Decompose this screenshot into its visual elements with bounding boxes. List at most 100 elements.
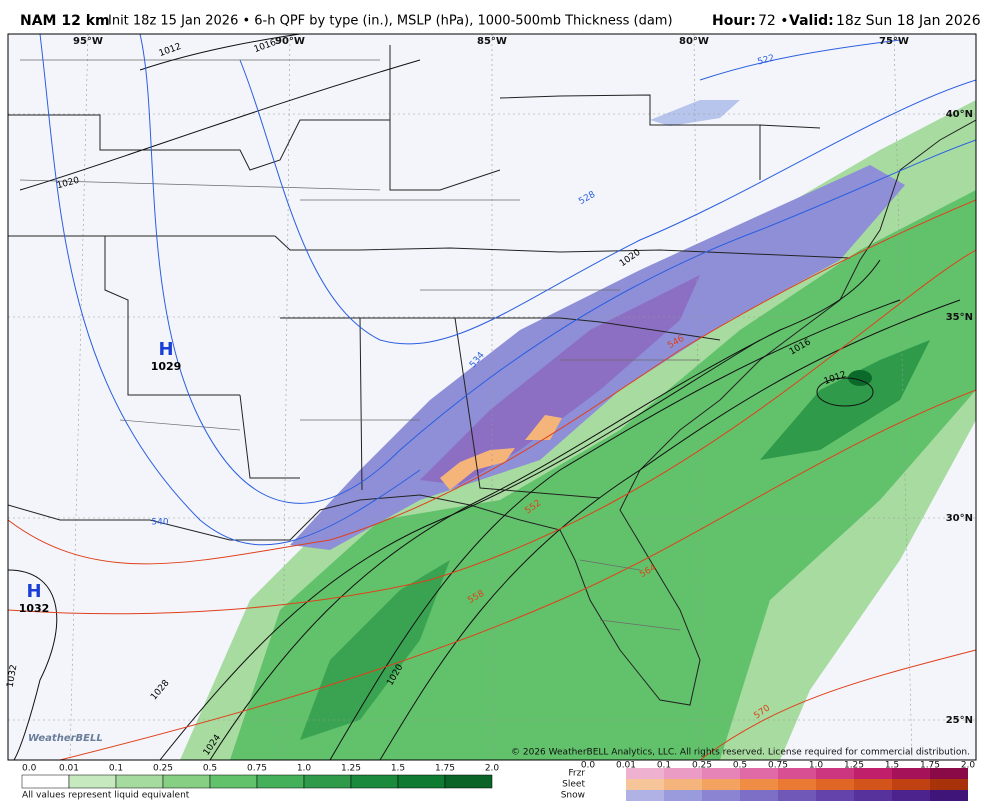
type-color-bin: [664, 790, 702, 801]
precip-heavy: [300, 560, 450, 740]
latitude-label: 40°N: [946, 109, 973, 120]
latitude-label: 30°N: [946, 513, 973, 524]
type-color-bin: [740, 768, 778, 779]
longitude-label: 75°W: [879, 36, 909, 47]
type-scale-label: 1.0: [809, 761, 824, 771]
model-name: NAM 12 km: [20, 13, 110, 29]
thickness-line: [8, 199, 976, 565]
type-color-bin: [664, 779, 702, 790]
type-color-bin: [626, 779, 664, 790]
thickness-line: [699, 649, 976, 760]
type-scale-label: 1.25: [844, 761, 864, 771]
thickness-line: [59, 389, 976, 760]
high-symbol: H: [158, 339, 173, 360]
rain-color-bin: [68, 774, 117, 789]
rain-color-bin: [115, 774, 164, 789]
grid-line: [69, 34, 89, 760]
precip-type-label: Frzr: [568, 769, 585, 779]
snow-light: [650, 100, 740, 126]
legend-note: All values represent liquid equivalent: [22, 791, 190, 801]
type-color-bin: [930, 790, 968, 801]
high-symbol: H: [26, 581, 41, 602]
type-color-bin: [778, 768, 816, 779]
rain-scale-label: 1.25: [341, 764, 361, 774]
longitude-label: 85°W: [477, 36, 507, 47]
watermark: WeatherBELL: [28, 733, 103, 744]
hour-value: 72 •: [758, 13, 789, 29]
rain-color-bin: [162, 774, 211, 789]
type-color-bin: [892, 790, 930, 801]
type-color-bin: [626, 790, 664, 801]
rain-color-bin: [350, 774, 399, 789]
thickness-line: [8, 249, 976, 615]
rain-scale-label: 1.5: [391, 764, 405, 774]
type-color-bin: [930, 779, 968, 790]
hour-label: Hour:: [712, 13, 756, 29]
legend: 0.0 0.01 0.1 0.25 0.5 0.75 1.0 1.25 1.5 1.75 2.0 Al…: [21, 761, 975, 801]
type-color-bin: [930, 768, 968, 779]
type-scale-label: 0.5: [733, 761, 747, 771]
rain-color-bin: [256, 774, 305, 789]
longitude-label: 90°W: [275, 36, 305, 47]
type-color-bin: [702, 790, 740, 801]
thickness-line: [39, 34, 421, 546]
thickness-line: [139, 34, 976, 504]
valid-value: 18z Sun 18 Jan 2026: [836, 13, 981, 29]
rain-scale-label: 1.75: [435, 764, 455, 774]
high-pressure: 1032: [19, 602, 50, 615]
type-scale-label: 0.25: [692, 761, 712, 771]
latitude-label: 25°N: [946, 715, 973, 726]
rain-color-bin: [303, 774, 352, 789]
rain-color-bin: [209, 774, 258, 789]
copyright: © 2026 WeatherBELL Analytics, LLC. All r…: [511, 748, 970, 758]
thickness-label: 522: [757, 53, 776, 67]
state-border: [8, 45, 851, 499]
type-color-bin: [740, 790, 778, 801]
type-color-bin: [854, 779, 892, 790]
type-color-bin: [816, 779, 854, 790]
rain-scale-label: 0.25: [153, 764, 173, 774]
rain-scale-label: 0.01: [59, 764, 79, 774]
type-color-bin: [702, 768, 740, 779]
precip-heavy: [760, 340, 930, 460]
type-color-bin: [664, 768, 702, 779]
isobar: [8, 569, 58, 760]
type-color-bin: [892, 768, 930, 779]
mixed-heavy: [420, 275, 700, 485]
type-scale-label: 1.5: [885, 761, 899, 771]
precip-type-label: Sleet: [562, 780, 585, 790]
isobar: [209, 259, 881, 760]
isobar: [816, 377, 874, 407]
type-color-bin: [740, 779, 778, 790]
grid-line: [693, 34, 703, 760]
type-color-bin: [778, 790, 816, 801]
type-color-bin: [816, 768, 854, 779]
type-color-bin: [778, 779, 816, 790]
longitude-label: 95°W: [73, 36, 103, 47]
isobar-label: 1032: [6, 664, 20, 688]
county-lines: [19, 59, 700, 631]
type-scale-label: 1.75: [920, 761, 940, 771]
rain-scale-label: 1.0: [297, 764, 312, 774]
type-scale-label: 0.75: [768, 761, 788, 771]
grid-line: [893, 34, 913, 760]
isobar: [159, 339, 761, 760]
type-color-bin: [854, 790, 892, 801]
isobar: [139, 34, 301, 71]
longitude-label: 80°W: [679, 36, 709, 47]
thickness-line: [239, 59, 976, 345]
map: WeatherBELL © 2026 WeatherBELL Analytics…: [7, 33, 977, 761]
latitude-label: 35°N: [946, 312, 973, 323]
isobar: [19, 59, 421, 191]
type-scale-label: 0.01: [616, 761, 636, 771]
rain-scale-label: 0.5: [203, 764, 217, 774]
isobar: [329, 299, 901, 760]
thickness-line: [699, 39, 901, 81]
type-color-bin: [854, 768, 892, 779]
rain-scale-label: 0.1: [109, 764, 123, 774]
grid-line: [281, 34, 291, 760]
coastline: [8, 119, 976, 706]
rain-color-bin: [21, 774, 70, 789]
type-color-bin: [702, 779, 740, 790]
